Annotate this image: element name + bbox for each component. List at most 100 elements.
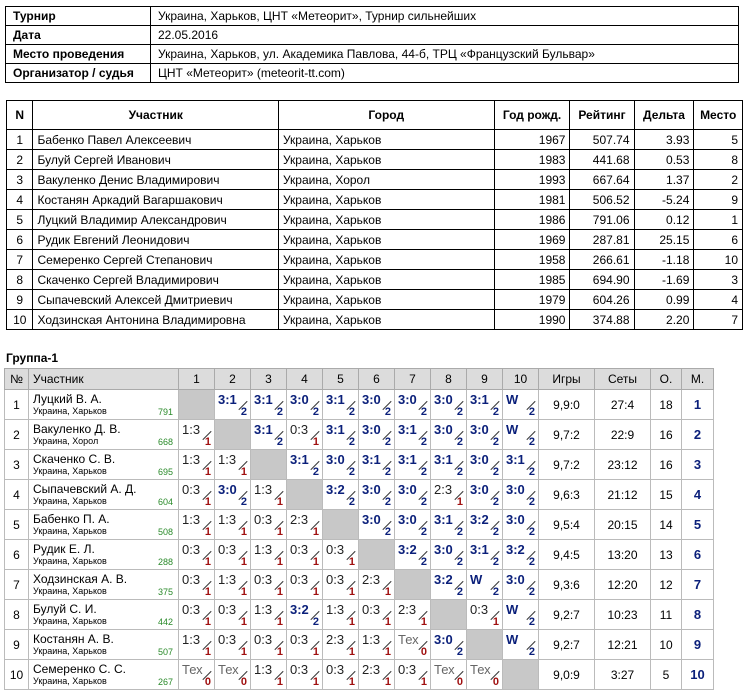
match-points: 1 (384, 676, 391, 688)
match-cell: 3:0 2 (430, 419, 467, 450)
match-cell: 1:3 1 (250, 599, 287, 630)
participant-cell: 1990 (493, 309, 571, 330)
match-points: 2 (456, 556, 463, 568)
match-cell: 3:1 2 (394, 419, 431, 450)
match-points: 1 (240, 526, 247, 538)
match-result: 3:0 2 (503, 480, 538, 509)
match-result: 3:1 2 (467, 390, 502, 419)
match-points: 2 (528, 646, 535, 658)
diagonal-cell (322, 509, 359, 540)
match-result: 3:0 2 (395, 390, 430, 419)
match-points: 1 (348, 646, 355, 658)
games-cell: 9,6:3 (538, 479, 595, 510)
player-cell: Рудик Е. Л. Украина, Харьков 288 (28, 539, 179, 570)
match-result: 3:0 2 (431, 540, 466, 569)
match-cell: 0:3 1 (214, 629, 251, 660)
participant-cell: 0.53 (633, 149, 695, 170)
match-score: 1:3 (326, 602, 345, 617)
match-points: 2 (492, 406, 499, 418)
match-points: 0 (456, 676, 463, 688)
player-name: Булуй С. И. (33, 601, 97, 616)
match-cell: 3:2 2 (466, 509, 503, 540)
participants-header: Участник (32, 100, 279, 130)
info-row: Дата 22.05.2016 (5, 25, 739, 45)
match-cell: 0:3 1 (466, 599, 503, 630)
match-points: 2 (420, 526, 427, 538)
participant-cell: 374.88 (569, 309, 635, 330)
match-result: 3:2 2 (287, 600, 322, 629)
match-points: 1 (276, 616, 283, 628)
match-score: 1:3 (218, 452, 237, 467)
info-value: ЦНТ «Метеорит» (meteorit-tt.com) (150, 63, 739, 83)
match-points: 1 (312, 586, 319, 598)
match-score: 0:3 (290, 572, 309, 587)
match-points: 2 (384, 526, 391, 538)
participant-row: 7 Семеренко Сергей Степанович Украина, Хар… (5, 249, 743, 270)
player-cell: Булуй С. И. Украина, Харьков 442 (28, 599, 179, 630)
participants-header: Дельта (633, 100, 695, 130)
player-rating: 267 (157, 677, 173, 687)
participant-cell: 0.99 (633, 289, 695, 310)
match-cell: 0:3 1 (322, 539, 359, 570)
match-points: 1 (204, 466, 211, 478)
match-result: 3:1 2 (215, 390, 250, 419)
match-points: 2 (348, 466, 355, 478)
match-score: 3:1 (290, 452, 309, 467)
match-cell: 3:2 2 (394, 539, 431, 570)
match-points: 2 (528, 406, 535, 418)
match-score: Тех (470, 662, 491, 677)
match-result: 1:3 1 (179, 420, 214, 449)
participant-cell: -1.18 (633, 249, 695, 270)
match-cell: Тех 0 (394, 629, 431, 660)
match-points: 1 (204, 586, 211, 598)
match-score: 2:3 (362, 662, 381, 677)
group-header-col: 8 (430, 368, 467, 390)
player-city: Украина, Харьков (33, 525, 107, 536)
match-points: 2 (384, 496, 391, 508)
match-points: 1 (456, 496, 463, 508)
match-score: 3:0 (470, 452, 489, 467)
participant-cell: Украина, Харьков (277, 189, 495, 210)
match-score: 3:1 (398, 452, 417, 467)
group-header-games: Игры (538, 368, 595, 390)
participant-row: 4 Костанян Аркадий Вагаршакович Украина, Х… (5, 189, 743, 210)
participant-cell: 4 (693, 289, 743, 310)
match-points: 1 (312, 556, 319, 568)
player-city: Украина, Харьков (33, 615, 107, 626)
match-points: 0 (420, 646, 427, 658)
group-header-sets: Сеты (594, 368, 651, 390)
match-cell: 3:0 2 (358, 479, 395, 510)
sets-cell: 21:12 (594, 479, 651, 510)
match-result: 1:3 1 (359, 630, 394, 659)
match-result: 0:3 1 (215, 540, 250, 569)
row-number: 9 (4, 629, 29, 660)
group-row: 8 Булуй С. И. Украина, Харьков 442 0:3 1 0:3 1 1… (4, 599, 714, 630)
points-cell: 16 (650, 419, 682, 450)
player-city: Украина, Харьков (33, 405, 107, 416)
row-number: 3 (4, 449, 29, 480)
match-result: Тех 0 (215, 660, 250, 689)
match-cell: 0:3 1 (250, 509, 287, 540)
match-result: 3:0 2 (359, 420, 394, 449)
player-name: Луцкий В. А. (33, 391, 102, 406)
match-cell: 2:3 1 (394, 599, 431, 630)
match-cell: 1:3 1 (214, 449, 251, 480)
match-score: 3:0 (362, 422, 381, 437)
match-points: 1 (204, 496, 211, 508)
participant-cell: Сыпачевский Алексей Дмитриевич (32, 289, 279, 310)
match-result: 3:0 2 (395, 480, 430, 509)
match-cell: 3:0 2 (466, 479, 503, 510)
match-points: 1 (312, 646, 319, 658)
participant-cell: Булуй Сергей Иванович (32, 149, 279, 170)
match-result: 3:0 2 (431, 630, 466, 659)
participant-cell: Бабенко Павел Алексеевич (32, 129, 279, 150)
participants-header: N (5, 100, 34, 130)
match-score: 0:3 (254, 512, 273, 527)
match-result: 0:3 1 (215, 630, 250, 659)
match-score: 3:1 (470, 392, 489, 407)
match-points: 1 (204, 646, 211, 658)
games-cell: 9,4:5 (538, 539, 595, 570)
